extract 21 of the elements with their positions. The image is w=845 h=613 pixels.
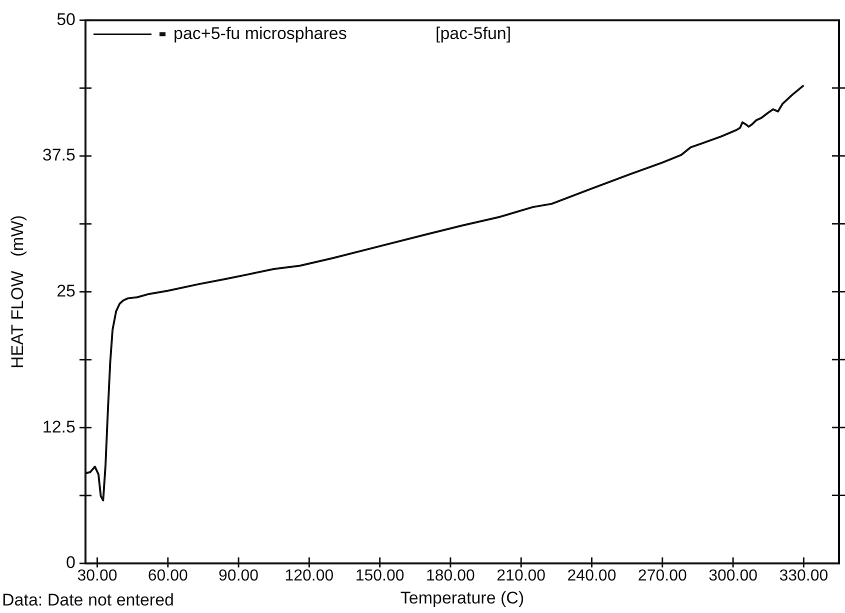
y-tick-label: 0	[66, 553, 76, 572]
y-tick-label: 25	[56, 281, 76, 300]
x-tick-label: 330.00	[779, 567, 828, 584]
legend-label: pac+5-fu microsphares	[173, 24, 347, 43]
x-tick-label: 180.00	[426, 567, 476, 584]
annotation: [pac-5fun]	[435, 24, 512, 43]
x-tick-label: 210.00	[496, 567, 546, 584]
x-tick-label: 30.00	[77, 567, 118, 584]
text: Data: Date not entered	[2, 590, 174, 610]
x-tick-label: 300.00	[708, 567, 758, 584]
y-tick-label: 37.5	[42, 146, 76, 165]
y-tick-label: 12.5	[42, 417, 76, 436]
y-axis-title: HEAT FLOW (mW)	[8, 215, 27, 368]
x-tick-label: 150.00	[355, 567, 404, 584]
x-tick-label: 270.00	[638, 567, 687, 584]
x-tick-label: 240.00	[567, 567, 616, 584]
x-tick-label: 120.00	[284, 567, 334, 584]
y-tick-label: 50	[56, 10, 76, 29]
x-axis-title: Temperature (C)	[400, 588, 524, 608]
x-tick-label: 90.00	[218, 567, 259, 584]
x-tick-label: 60.00	[148, 567, 188, 584]
